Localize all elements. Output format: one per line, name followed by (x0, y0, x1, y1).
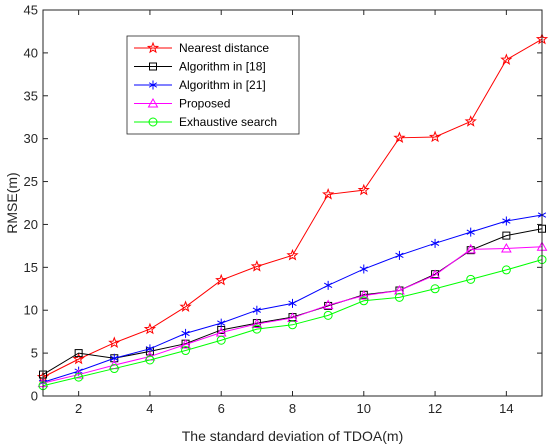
x-tick-label: 8 (289, 401, 296, 416)
series-line (42, 38, 543, 378)
data-point (359, 296, 369, 306)
x-tick-label: 14 (499, 401, 513, 416)
legend-label: Proposed (179, 97, 230, 111)
legend-entry: Proposed (134, 97, 230, 111)
y-tick-label: 20 (24, 217, 38, 232)
data-point (181, 328, 190, 338)
x-axis-label: The standard deviation of TDOA(m) (182, 428, 404, 444)
data-point (74, 349, 83, 358)
y-tick-label: 25 (24, 174, 38, 189)
data-point (181, 346, 191, 356)
data-point (394, 284, 405, 295)
data-point (323, 280, 333, 290)
data-point (501, 265, 511, 275)
data-point (501, 242, 512, 253)
data-point (215, 273, 228, 286)
y-tick-label: 40 (24, 45, 38, 60)
legend-entry: Nearest distance (134, 41, 269, 55)
data-point (288, 320, 297, 330)
data-point (145, 355, 155, 365)
data-point (322, 299, 334, 310)
data-point (252, 305, 262, 315)
x-tick-label: 6 (218, 401, 225, 416)
legend-label: Nearest distance (179, 41, 269, 55)
data-point (108, 336, 121, 349)
data-point (429, 269, 441, 280)
legend-marker (146, 41, 160, 54)
legend-entry: Algorithm in [21] (134, 78, 266, 92)
data-point (179, 300, 192, 312)
x-tick-label: 12 (428, 401, 442, 416)
legend-entry: Algorithm in [18] (134, 60, 266, 74)
legend-label: Algorithm in [18] (179, 60, 266, 74)
ticks-layer: 2 4 6 8 10 12 14 0 5 10 15 20 25 30 35 40 45 (24, 3, 542, 416)
legend-marker (147, 97, 159, 108)
legend-label: Algorithm in [21] (179, 78, 266, 92)
data-point (430, 284, 440, 294)
data-point (502, 216, 511, 226)
series-line (42, 246, 543, 384)
data-point (251, 318, 263, 328)
series-layer (36, 32, 549, 391)
data-point (502, 231, 511, 240)
series-0 (36, 32, 549, 383)
data-point (394, 292, 404, 302)
data-point (466, 227, 475, 237)
data-point (395, 250, 404, 260)
data-point (143, 322, 157, 335)
legend: Nearest distance Algorithm in [18] Algorit… (126, 35, 300, 135)
data-point (74, 372, 84, 382)
data-point (323, 310, 333, 320)
data-point (286, 248, 299, 261)
data-point (357, 183, 370, 196)
y-axis-label: RMSE(m) (4, 172, 20, 233)
data-point (358, 290, 370, 300)
data-point (72, 352, 85, 365)
x-tick-label: 2 (75, 401, 82, 416)
legend-label: Exhaustive search (179, 115, 277, 129)
series-line (42, 259, 543, 387)
data-point (180, 339, 191, 349)
data-point (250, 260, 263, 272)
y-tick-label: 10 (24, 303, 38, 318)
data-point (109, 364, 119, 374)
y-tick-label: 35 (24, 88, 38, 103)
data-point (287, 312, 298, 322)
y-tick-label: 30 (24, 131, 38, 146)
data-point (428, 130, 442, 143)
y-tick-label: 15 (24, 260, 38, 275)
y-tick-label: 45 (24, 3, 38, 18)
legend-entry: Exhaustive search (134, 115, 277, 129)
data-point (217, 318, 226, 328)
x-tick-label: 10 (357, 401, 371, 416)
data-point (359, 264, 368, 274)
data-point (393, 131, 406, 144)
data-point (465, 243, 477, 254)
legend-marker (149, 62, 157, 71)
data-point (216, 335, 226, 345)
data-point (288, 298, 297, 308)
legend-marker (148, 80, 158, 90)
y-tick-label: 0 (31, 389, 38, 404)
data-point (466, 274, 476, 284)
data-point (322, 187, 335, 200)
data-point (500, 53, 513, 65)
data-point (252, 324, 262, 334)
legend-marker (148, 117, 158, 127)
x-tick-label: 4 (146, 401, 153, 416)
data-point (430, 238, 440, 248)
data-point (464, 115, 477, 127)
y-tick-label: 5 (31, 346, 38, 361)
